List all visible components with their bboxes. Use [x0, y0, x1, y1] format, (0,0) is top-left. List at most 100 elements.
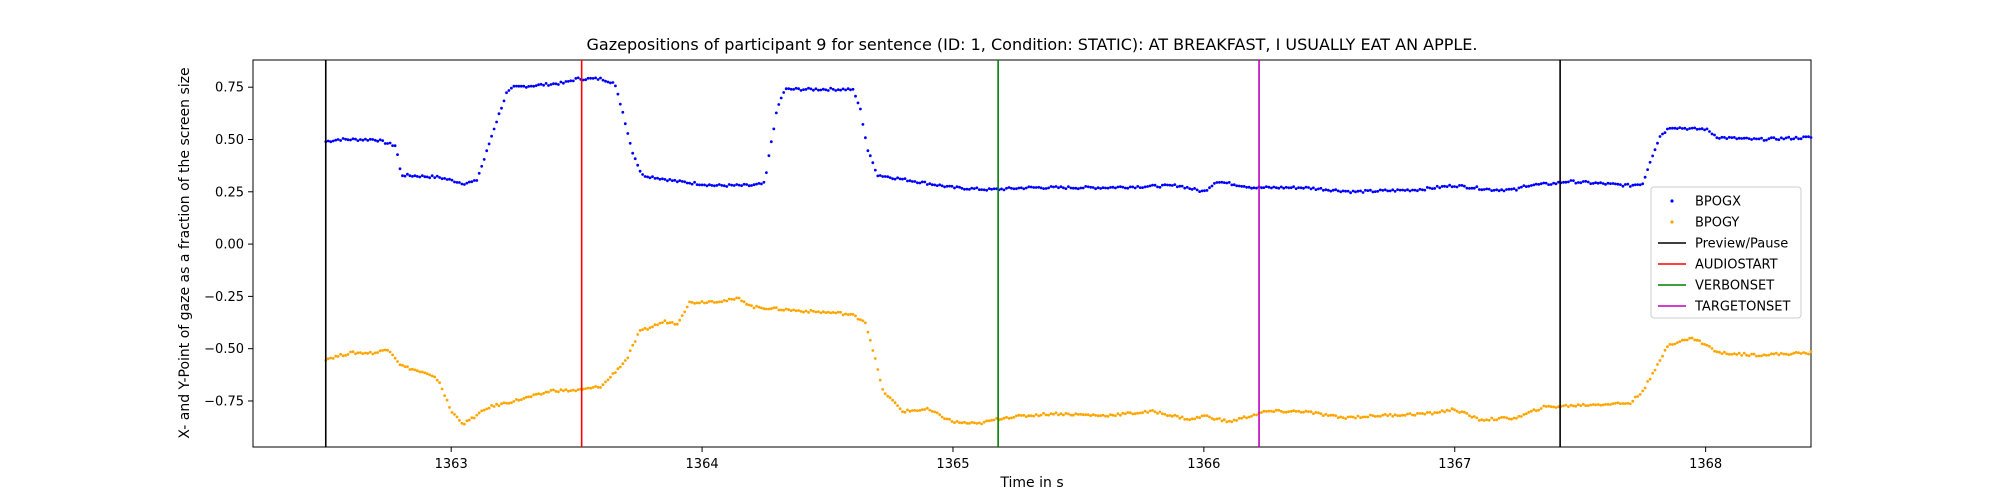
- gaze-point: [1641, 389, 1645, 393]
- gaze-point: [1614, 401, 1617, 405]
- gaze-point: [527, 85, 531, 88]
- gaze-point: [1515, 416, 1518, 420]
- gaze-point: [1740, 137, 1744, 140]
- gaze-point: [1619, 183, 1622, 187]
- gaze-point: [1222, 418, 1226, 422]
- gaze-point: [1524, 185, 1528, 189]
- gaze-point: [1807, 135, 1810, 139]
- gaze-point: [1062, 413, 1065, 417]
- gaze-point: [1235, 184, 1239, 188]
- gaze-point: [423, 175, 427, 179]
- gaze-point: [784, 87, 788, 91]
- gaze-point: [339, 139, 342, 142]
- gaze-point: [651, 175, 654, 179]
- gaze-point: [685, 305, 689, 309]
- gaze-point: [688, 300, 691, 304]
- gaze-point: [752, 183, 756, 187]
- gaze-point: [1569, 403, 1573, 407]
- gaze-point: [814, 87, 818, 91]
- gaze-point: [1250, 414, 1253, 418]
- gaze-point: [1505, 416, 1508, 420]
- gaze-point: [1324, 412, 1328, 416]
- gaze-point: [1274, 408, 1278, 412]
- gaze-point: [710, 299, 714, 303]
- gaze-point: [559, 388, 563, 392]
- gaze-point: [1366, 415, 1370, 419]
- gaze-point: [601, 383, 605, 387]
- gaze-point: [713, 184, 716, 188]
- gaze-point: [1512, 416, 1516, 420]
- gaze-point: [1067, 185, 1070, 189]
- gaze-point: [1500, 416, 1503, 419]
- gaze-point: [433, 176, 437, 180]
- gaze-point: [955, 185, 959, 189]
- gaze-point: [1292, 409, 1295, 413]
- gaze-point: [1713, 349, 1716, 353]
- gaze-point: [1765, 354, 1768, 357]
- gaze-point: [463, 422, 466, 426]
- gaze-point: [391, 144, 394, 148]
- gaze-point: [1651, 371, 1654, 375]
- gaze-point: [1371, 414, 1375, 417]
- y-tick-label: −0.75: [204, 394, 244, 409]
- gaze-point: [1554, 406, 1558, 409]
- gaze-point: [1183, 417, 1187, 421]
- gaze-point: [438, 176, 441, 179]
- gaze-point: [886, 394, 890, 398]
- gaze-point: [1010, 186, 1013, 190]
- gaze-point: [425, 372, 429, 376]
- gaze-point: [797, 309, 800, 312]
- gaze-point: [1007, 186, 1011, 189]
- gaze-point: [794, 86, 798, 90]
- gaze-point: [1631, 399, 1635, 403]
- gaze-point: [373, 351, 377, 355]
- gaze-point: [1361, 191, 1365, 194]
- gaze-point: [678, 179, 682, 183]
- gaze-point: [455, 181, 459, 184]
- gaze-point: [609, 375, 612, 379]
- gaze-point: [1096, 186, 1100, 190]
- gaze-point: [819, 88, 823, 92]
- gaze-point: [532, 84, 536, 88]
- gaze-point: [594, 385, 597, 388]
- gaze-point: [755, 182, 758, 186]
- gaze-point: [958, 421, 961, 424]
- gaze-point: [467, 418, 471, 422]
- gaze-point: [1723, 350, 1726, 354]
- gaze-point: [609, 81, 612, 85]
- gaze-point: [492, 405, 496, 408]
- gaze-point: [703, 183, 706, 187]
- gaze-point: [717, 183, 721, 186]
- gaze-point: [1042, 411, 1045, 415]
- gaze-point: [898, 407, 902, 410]
- gaze-point: [1225, 181, 1229, 185]
- gaze-point: [1265, 185, 1268, 189]
- gaze-point: [1735, 137, 1739, 141]
- gaze-point: [1200, 189, 1204, 193]
- gaze-point: [678, 318, 682, 322]
- gaze-point: [604, 79, 607, 83]
- gaze-point: [349, 138, 352, 142]
- gaze-point: [886, 175, 890, 179]
- gaze-point: [453, 413, 456, 416]
- gaze-point: [1331, 188, 1335, 192]
- gaze-point: [1460, 410, 1464, 414]
- gaze-point: [1064, 187, 1068, 191]
- gaze-point: [616, 367, 620, 371]
- gaze-point: [1718, 350, 1721, 354]
- gaze-point: [1240, 416, 1244, 420]
- gaze-point: [1520, 415, 1523, 418]
- gaze-point: [1158, 410, 1162, 414]
- gaze-point: [950, 184, 954, 188]
- gaze-point: [1289, 186, 1293, 190]
- gaze-point: [626, 132, 630, 135]
- gaze-point: [1567, 405, 1570, 408]
- gaze-point: [408, 368, 412, 371]
- gaze-point: [1359, 189, 1362, 193]
- gaze-point: [1133, 186, 1137, 190]
- gaze-point: [722, 299, 726, 302]
- gaze-point: [589, 386, 592, 390]
- gaze-point: [1104, 186, 1107, 190]
- gaze-point: [727, 297, 731, 301]
